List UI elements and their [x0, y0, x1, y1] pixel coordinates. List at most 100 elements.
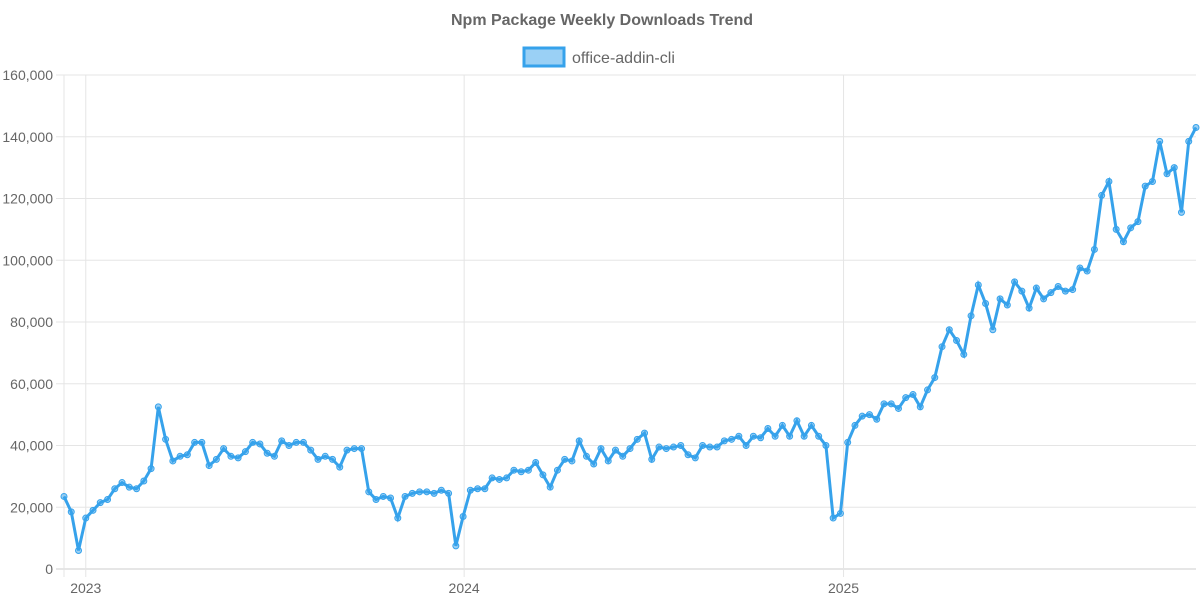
data-point: [604, 457, 612, 465]
data-point: [1192, 123, 1200, 131]
y-tick-label: 0: [45, 561, 53, 577]
data-point: [82, 514, 90, 522]
data-point: [916, 403, 924, 411]
y-tick-label: 120,000: [2, 191, 53, 207]
data-point: [1061, 287, 1069, 295]
data-point: [408, 489, 416, 497]
y-tick-label: 80,000: [10, 314, 53, 330]
legend-label: office-addin-cli: [572, 50, 675, 67]
data-point: [793, 417, 801, 425]
data-point: [445, 489, 453, 497]
data-point: [720, 437, 728, 445]
data-point: [1127, 224, 1135, 232]
data-point: [865, 411, 873, 419]
data-point: [183, 451, 191, 459]
data-point: [1003, 301, 1011, 309]
data-point: [699, 442, 707, 449]
data-point: [416, 488, 424, 496]
data-point: [358, 445, 366, 453]
data-point: [517, 468, 525, 476]
data-point: [234, 454, 242, 462]
data-point: [829, 514, 837, 522]
chart-title: Npm Package Weekly Downloads Trend: [451, 12, 753, 29]
data-point: [1163, 170, 1171, 178]
legend[interactable]: office-addin-cli: [522, 46, 675, 68]
y-tick-label: 160,000: [2, 67, 53, 83]
data-point: [118, 479, 126, 487]
data-point: [1105, 178, 1113, 186]
data-point: [430, 489, 438, 497]
data-point: [597, 445, 605, 453]
data-point: [292, 438, 300, 446]
data-point: [452, 542, 460, 550]
data-point: [728, 435, 736, 443]
data-point: [546, 483, 554, 491]
y-tick-label: 40,000: [10, 438, 53, 454]
data-point: [894, 404, 902, 412]
data-point: [198, 438, 206, 446]
data-point: [89, 506, 97, 514]
data-point: [982, 299, 990, 307]
data-point: [713, 443, 721, 451]
data-point: [488, 474, 496, 482]
data-point: [764, 425, 772, 433]
data-point: [1018, 287, 1026, 295]
data-point: [96, 499, 104, 507]
data-point: [1011, 278, 1019, 286]
data-point: [169, 457, 177, 465]
data-point: [1170, 164, 1178, 172]
data-point: [960, 350, 968, 358]
y-tick-label: 100,000: [2, 252, 53, 268]
data-point: [285, 442, 293, 449]
data-point: [495, 475, 503, 483]
data-point: [154, 403, 162, 411]
data-point: [684, 451, 692, 459]
y-axis: 0 20,000 40,000 60,000 80,000 100,000 120,000 1…: [2, 67, 53, 577]
data-point: [1054, 282, 1062, 290]
series-line: [62, 126, 1198, 551]
data-point: [321, 452, 329, 460]
data-point: [125, 483, 133, 491]
data-point: [749, 432, 757, 440]
data-point: [394, 514, 402, 522]
data-point: [1134, 218, 1142, 226]
data-point: [582, 452, 590, 460]
data-point: [655, 443, 663, 451]
data-point: [641, 429, 649, 437]
y-tick-label: 140,000: [2, 129, 53, 145]
data-point: [191, 438, 199, 446]
data-point: [532, 458, 540, 466]
data-point: [1076, 264, 1084, 272]
data-point: [1090, 245, 1098, 253]
data-point: [945, 326, 953, 334]
x-tick-label: 2023: [70, 580, 101, 596]
data-point: [757, 434, 765, 442]
data-point: [924, 386, 932, 394]
x-tick-label: 2025: [828, 580, 859, 596]
data-point: [343, 446, 351, 454]
data-point: [568, 457, 576, 465]
data-point: [67, 508, 75, 516]
data-point: [60, 492, 68, 500]
data-point: [1047, 289, 1055, 297]
data-point: [611, 446, 619, 454]
data-point: [270, 452, 278, 460]
data-point: [771, 432, 779, 440]
data-point: [147, 465, 155, 473]
data-point: [350, 445, 358, 453]
data-point: [459, 513, 467, 521]
data-point: [1112, 225, 1120, 233]
data-point: [873, 415, 881, 423]
data-point: [561, 455, 569, 463]
data-point: [800, 432, 808, 440]
data-point: [1119, 238, 1127, 246]
data-point: [474, 485, 482, 493]
data-point: [307, 446, 315, 454]
data-point: [111, 485, 119, 493]
data-point: [1032, 284, 1040, 292]
data-point: [387, 494, 395, 502]
data-point: [1177, 208, 1185, 216]
data-point: [778, 421, 786, 429]
data-point: [1148, 178, 1156, 186]
